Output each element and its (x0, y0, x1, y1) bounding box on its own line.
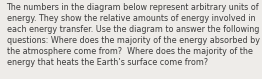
Text: The numbers in the diagram below represent arbitrary units of
energy. They show : The numbers in the diagram below represe… (7, 3, 260, 67)
